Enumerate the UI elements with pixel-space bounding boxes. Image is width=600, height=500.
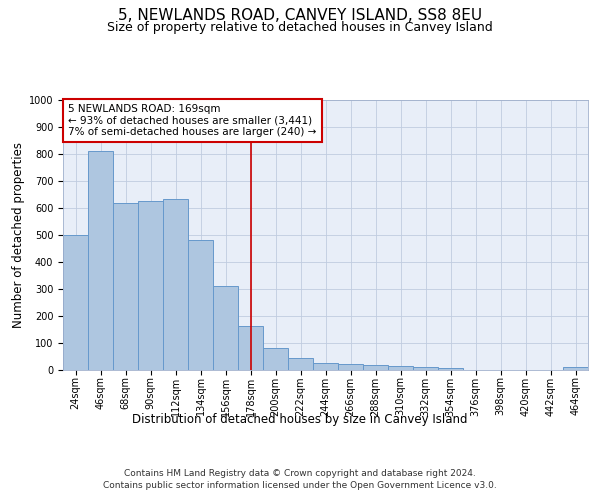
Bar xyxy=(163,198,188,370)
Bar xyxy=(388,366,413,370)
Bar xyxy=(238,326,263,370)
Bar xyxy=(88,152,113,370)
Y-axis label: Number of detached properties: Number of detached properties xyxy=(11,142,25,328)
Bar xyxy=(188,240,213,370)
Bar xyxy=(288,358,313,370)
Bar xyxy=(363,364,388,370)
Text: 5, NEWLANDS ROAD, CANVEY ISLAND, SS8 8EU: 5, NEWLANDS ROAD, CANVEY ISLAND, SS8 8EU xyxy=(118,8,482,22)
Text: Size of property relative to detached houses in Canvey Island: Size of property relative to detached ho… xyxy=(107,21,493,34)
Bar xyxy=(438,368,463,370)
Bar xyxy=(63,235,88,370)
Bar xyxy=(138,201,163,370)
Text: 5 NEWLANDS ROAD: 169sqm
← 93% of detached houses are smaller (3,441)
7% of semi-: 5 NEWLANDS ROAD: 169sqm ← 93% of detache… xyxy=(68,104,317,137)
Bar xyxy=(313,363,338,370)
Bar xyxy=(263,348,288,370)
Bar xyxy=(413,368,438,370)
Text: Contains public sector information licensed under the Open Government Licence v3: Contains public sector information licen… xyxy=(103,481,497,490)
Bar xyxy=(213,286,238,370)
Bar xyxy=(563,368,588,370)
Bar xyxy=(338,364,363,370)
Bar xyxy=(113,202,138,370)
Text: Distribution of detached houses by size in Canvey Island: Distribution of detached houses by size … xyxy=(132,412,468,426)
Text: Contains HM Land Registry data © Crown copyright and database right 2024.: Contains HM Land Registry data © Crown c… xyxy=(124,469,476,478)
